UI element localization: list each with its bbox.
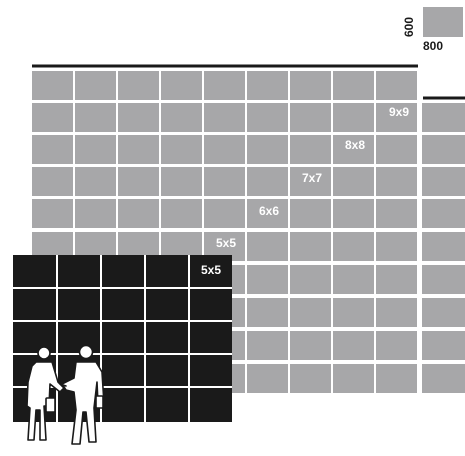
module-width-label: 800 [423,39,443,53]
wall-tile [247,265,288,294]
wall-tile [376,167,417,196]
wall-tile [161,135,202,164]
wall-tile [204,167,245,196]
wall-tile [290,232,331,261]
wall-tile [75,167,116,196]
wall-tile [247,298,288,327]
wall-tile [376,298,417,327]
wall-tile [247,364,288,393]
wall-tile [422,167,465,196]
wall-tile [376,331,417,360]
wall-tile [247,331,288,360]
wall-tile [333,298,374,327]
wall-tile [247,232,288,261]
wall-tile [290,135,331,164]
wall-tile [333,331,374,360]
wall-tile [333,71,374,100]
grid-label-6x6: 6x6 [259,204,279,218]
wall-tile [290,199,331,228]
grid-label-7x7: 7x7 [302,171,322,185]
dark-wall-label: 5x5 [201,263,221,277]
wall-tile [118,135,159,164]
wall-tile [247,71,288,100]
wall-tile [333,232,374,261]
wall-tile [32,167,73,196]
wall-tile [32,135,73,164]
wall-tile [75,103,116,132]
wall-tile [161,167,202,196]
wall-tile [247,135,288,164]
wall-tile [204,103,245,132]
wall-tile [290,71,331,100]
grid-label-5x5: 5x5 [216,236,236,250]
wall-tile [247,167,288,196]
wall-tile [290,103,331,132]
wall-tile [204,135,245,164]
wall-tile [290,331,331,360]
grid-label-9x9: 9x9 [389,105,409,119]
wall-tile [75,199,116,228]
wall-tile [75,71,116,100]
wall-tile [290,298,331,327]
wall-tile [422,364,465,393]
wall-tile [376,265,417,294]
grid-label-8x8: 8x8 [345,138,365,152]
wall-tile [333,199,374,228]
wall-tile [290,364,331,393]
wall-tile [247,199,288,228]
wall-tile [376,364,417,393]
module-legend: 600 800 [402,7,463,53]
wall-tile [376,71,417,100]
wall-tile [32,103,73,132]
wall-tile [204,199,245,228]
wall-tile [333,103,374,132]
wall-tile [161,199,202,228]
wall-tile [422,298,465,327]
wall-tile [422,135,465,164]
wall-tile [161,103,202,132]
wall-tile [161,71,202,100]
wall-tile [422,331,465,360]
wall-tile [333,167,374,196]
wall-tile [333,135,374,164]
wall-tile [75,135,116,164]
wall-tile [118,167,159,196]
wall-tile [376,232,417,261]
wall-tile [247,103,288,132]
businessmen-handshake-icon [26,344,105,445]
module-swatch [423,7,463,37]
wall-tile [422,265,465,294]
wall-tile [204,71,245,100]
wall-tile [32,71,73,100]
wall-tile [422,232,465,261]
wall-tile [118,199,159,228]
wall-tile [290,167,331,196]
wall-tile [422,199,465,228]
wall-tile [376,199,417,228]
wall-tile [32,199,73,228]
wall-tile [376,103,417,132]
wall-tile [333,265,374,294]
wall-tile [118,71,159,100]
wall-tile [376,135,417,164]
wall-tile [290,265,331,294]
grid-size-labels: 9x9 8x8 7x7 6x6 5x5 [216,105,409,250]
wall-tile [333,364,374,393]
module-height-label: 600 [402,17,416,37]
wall-tile [118,103,159,132]
wall-tile [422,103,465,132]
